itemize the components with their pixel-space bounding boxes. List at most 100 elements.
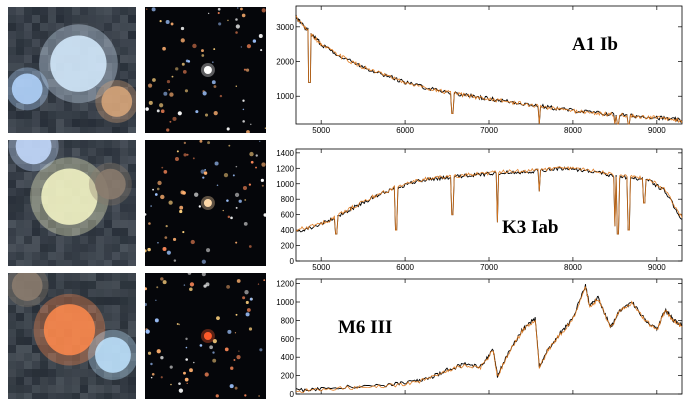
field-star bbox=[205, 282, 210, 287]
pixel-tile bbox=[32, 252, 40, 260]
pixel-tile bbox=[32, 204, 40, 212]
pixel-tile bbox=[40, 393, 48, 399]
pixel-tile bbox=[104, 297, 112, 305]
pixel-tile bbox=[128, 156, 136, 164]
pixel-tile bbox=[16, 47, 24, 55]
star-blob bbox=[101, 86, 133, 117]
pixel-tile bbox=[104, 313, 112, 321]
pixel-tile bbox=[56, 273, 64, 281]
pixel-tile bbox=[128, 228, 136, 236]
pixel-tile bbox=[56, 289, 64, 297]
pixel-tile bbox=[128, 31, 136, 39]
pixel-tile bbox=[48, 281, 56, 289]
pixel-tile bbox=[72, 273, 80, 281]
field-star bbox=[212, 61, 214, 63]
pixel-tile bbox=[104, 148, 112, 156]
pixel-tile bbox=[88, 297, 96, 305]
pixel-tile bbox=[120, 15, 128, 23]
pixel-tile bbox=[64, 164, 72, 172]
star-zoom-thumbnail-2 bbox=[8, 140, 136, 266]
pixel-tile bbox=[32, 345, 40, 353]
target-star bbox=[203, 66, 212, 74]
y-tick-label: 1000 bbox=[276, 180, 294, 189]
pixel-tile bbox=[80, 220, 88, 228]
pixel-tile bbox=[56, 281, 64, 289]
pixel-tile bbox=[104, 71, 112, 79]
pixel-tile bbox=[64, 31, 72, 39]
pixel-tile bbox=[16, 361, 24, 369]
x-tick-label: 9000 bbox=[648, 263, 666, 272]
pixel-tile bbox=[8, 55, 16, 63]
pixel-tile bbox=[56, 353, 64, 361]
field-star bbox=[212, 358, 217, 363]
pixel-tile bbox=[80, 385, 88, 393]
star-blob bbox=[11, 73, 43, 105]
field-star bbox=[246, 44, 252, 49]
pixel-tile bbox=[64, 361, 72, 369]
pixel-tile bbox=[128, 39, 136, 47]
pixel-tile bbox=[8, 164, 16, 172]
pixel-tile bbox=[8, 188, 16, 196]
pixel-tile bbox=[48, 236, 56, 244]
pixel-tile bbox=[8, 244, 16, 252]
field-star bbox=[180, 38, 185, 43]
pixel-tile bbox=[128, 95, 136, 103]
pixel-tile bbox=[96, 220, 104, 228]
field-star bbox=[187, 273, 192, 275]
pixel-tile bbox=[80, 353, 88, 361]
star-field-thumbnail-1 bbox=[145, 7, 266, 133]
pixel-tile bbox=[8, 252, 16, 260]
pixel-tile bbox=[104, 212, 112, 220]
pixel-tile bbox=[24, 7, 32, 15]
pixel-tile bbox=[96, 87, 104, 95]
pixel-tile bbox=[40, 95, 48, 103]
field-star bbox=[189, 282, 195, 287]
pixel-tile bbox=[32, 369, 40, 377]
pixel-tile bbox=[80, 297, 88, 305]
field-star bbox=[230, 216, 233, 220]
pixel-tile bbox=[64, 228, 72, 236]
pixel-tile bbox=[16, 111, 24, 119]
pixel-tile bbox=[80, 281, 88, 289]
pixel-tile bbox=[120, 369, 128, 377]
pixel-tile bbox=[48, 220, 56, 228]
pixel-tile bbox=[48, 79, 56, 87]
pixel-tile bbox=[80, 228, 88, 236]
field-star bbox=[227, 215, 231, 219]
pixel-tile bbox=[80, 260, 88, 266]
field-star bbox=[233, 358, 236, 361]
pixel-tile bbox=[88, 281, 96, 289]
field-star bbox=[242, 99, 245, 102]
pixel-tile bbox=[120, 220, 128, 228]
pixel-tile bbox=[104, 244, 112, 252]
pixel-tile bbox=[56, 87, 64, 95]
field-star bbox=[227, 329, 232, 334]
pixel-tile bbox=[48, 87, 56, 95]
y-tick-label: 800 bbox=[281, 195, 295, 204]
pixel-tile bbox=[64, 95, 72, 103]
pixel-tile bbox=[32, 172, 40, 180]
pixel-tile bbox=[16, 156, 24, 164]
y-tick-label: 200 bbox=[281, 372, 295, 381]
field-star bbox=[177, 111, 182, 116]
pixel-tile bbox=[128, 172, 136, 180]
pixel-tile bbox=[112, 385, 120, 393]
pixel-tile bbox=[88, 313, 96, 321]
pixel-tile bbox=[48, 228, 56, 236]
pixel-tile bbox=[64, 111, 72, 119]
pixel-tile bbox=[56, 7, 64, 15]
plot-frame bbox=[295, 5, 683, 125]
pixel-tile bbox=[40, 236, 48, 244]
pixel-tile bbox=[24, 236, 32, 244]
pixel-tile bbox=[48, 361, 56, 369]
field-star bbox=[236, 354, 241, 360]
field-star bbox=[174, 156, 179, 161]
pixel-tile bbox=[56, 127, 64, 133]
pixel-tile bbox=[24, 305, 32, 313]
field-star bbox=[185, 358, 188, 361]
pixel-tile bbox=[16, 15, 24, 23]
pixel-tile bbox=[128, 369, 136, 377]
pixel-tile bbox=[16, 204, 24, 212]
pixel-tile bbox=[88, 95, 96, 103]
pixel-tile bbox=[96, 119, 104, 127]
